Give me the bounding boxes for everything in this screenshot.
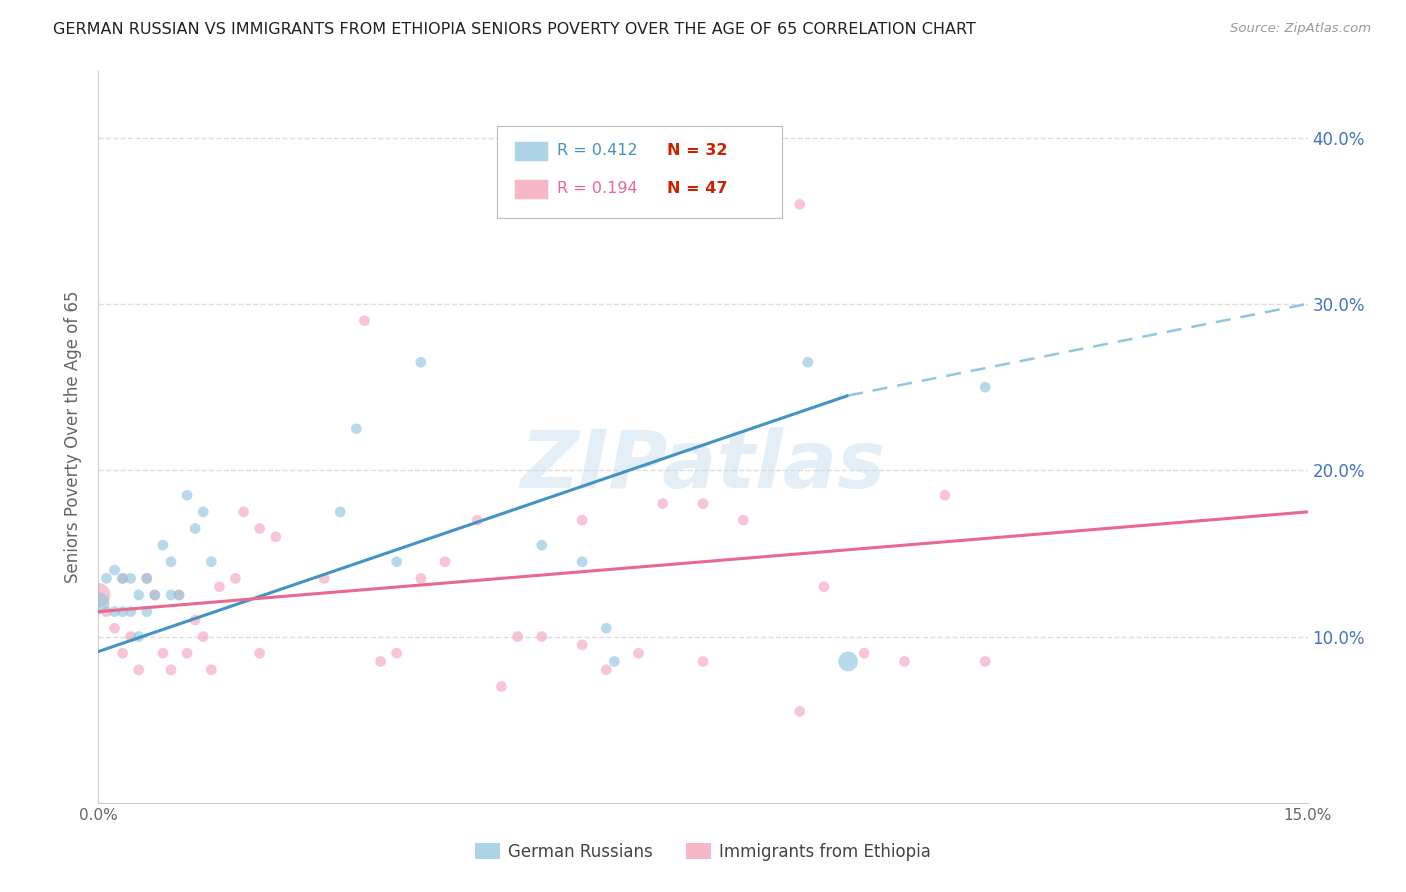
FancyBboxPatch shape [515,141,548,161]
Point [167,588,190,602]
Point [184,613,207,627]
Point [344,422,367,436]
Point [893,655,915,669]
Point [595,621,617,635]
Point [120,605,142,619]
Point [167,588,190,602]
Point [87,588,110,602]
Point [506,630,529,644]
Text: ZIPatlas: ZIPatlas [520,427,886,506]
Point [385,646,408,660]
Legend: German Russians, Immigrants from Ethiopia: German Russians, Immigrants from Ethiopi… [468,837,938,868]
Point [135,571,157,585]
Point [974,655,997,669]
Point [193,630,215,644]
Point [491,680,513,694]
Text: N = 32: N = 32 [666,143,727,158]
Point [692,655,714,669]
Point [135,605,157,619]
Point [143,588,166,602]
Point [409,571,432,585]
Y-axis label: Seniors Poverty Over the Age of 65: Seniors Poverty Over the Age of 65 [63,291,82,583]
Point [974,380,997,394]
Point [135,571,157,585]
Point [249,646,271,660]
Point [143,588,166,602]
Point [232,505,254,519]
Point [120,630,142,644]
Point [595,663,617,677]
FancyBboxPatch shape [498,126,782,218]
Point [853,646,876,660]
Point [176,646,198,660]
Text: R = 0.194: R = 0.194 [557,181,637,196]
Point [87,596,110,610]
Point [603,655,626,669]
Text: R = 0.412: R = 0.412 [557,143,637,158]
Point [128,663,150,677]
Point [329,505,352,519]
Point [152,538,174,552]
Point [627,646,650,660]
Point [530,630,553,644]
Point [103,605,125,619]
Point [249,521,271,535]
Point [160,555,183,569]
Point [128,630,150,644]
Point [434,555,457,569]
Point [385,555,408,569]
Point [571,638,593,652]
FancyBboxPatch shape [515,179,548,200]
Point [184,521,207,535]
Point [176,488,198,502]
Point [111,646,134,660]
Point [789,197,811,211]
Point [370,655,392,669]
Point [465,513,488,527]
Point [208,580,231,594]
Point [692,497,714,511]
Point [789,705,811,719]
Point [152,646,174,660]
Point [264,530,287,544]
Point [571,555,593,569]
Point [103,621,125,635]
Point [111,571,134,585]
Point [160,663,183,677]
Point [160,588,183,602]
Point [934,488,956,502]
Text: GERMAN RUSSIAN VS IMMIGRANTS FROM ETHIOPIA SENIORS POVERTY OVER THE AGE OF 65 CO: GERMAN RUSSIAN VS IMMIGRANTS FROM ETHIOP… [53,22,976,37]
Point [813,580,835,594]
Text: Source: ZipAtlas.com: Source: ZipAtlas.com [1230,22,1371,36]
Point [111,605,134,619]
Point [128,588,150,602]
Point [530,538,553,552]
Point [224,571,246,585]
Text: N = 47: N = 47 [666,181,727,196]
Point [837,655,859,669]
Point [571,513,593,527]
Point [111,571,134,585]
Point [733,513,755,527]
Point [651,497,673,511]
Point [200,555,222,569]
Point [409,355,432,369]
Point [103,563,125,577]
Point [797,355,820,369]
Point [96,605,118,619]
Point [193,505,215,519]
Point [353,314,375,328]
Point [314,571,336,585]
Point [200,663,222,677]
Point [96,571,118,585]
Point [120,571,142,585]
